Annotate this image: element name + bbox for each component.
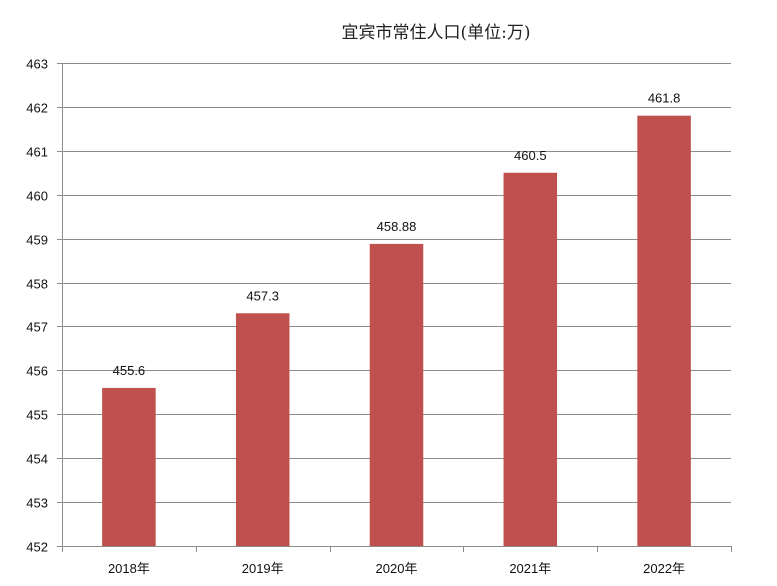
data-label: 455.6 — [113, 363, 146, 378]
bar — [637, 115, 691, 546]
bars — [102, 115, 691, 547]
y-tick-label: 453 — [26, 496, 48, 511]
bar — [235, 313, 290, 546]
x-tick-label: 2020年 — [376, 561, 418, 576]
y-tick-label: 455 — [26, 408, 48, 423]
data-label: 460.5 — [514, 148, 547, 163]
y-tick-label: 456 — [26, 364, 48, 379]
data-label: 458.88 — [377, 219, 417, 234]
y-tick-label: 461 — [26, 145, 48, 160]
chart-title: 宜宾市常住人口(单位:万) — [342, 23, 531, 43]
y-tick-label: 460 — [26, 189, 48, 204]
y-axis-ticks: 452 453 454 455 456 457 458 459 460 461 462 463 — [26, 57, 62, 555]
x-axis: 2018年 2019年 2020年 2021年 2022年 — [62, 63, 732, 576]
y-tick-label: 457 — [26, 320, 48, 335]
bar — [369, 243, 424, 546]
data-label: 461.8 — [648, 91, 681, 106]
x-tick-label: 2018年 — [108, 561, 150, 576]
data-labels: 455.6 457.3 458.88 460.5 461.8 — [113, 91, 681, 378]
bar — [102, 387, 156, 546]
x-tick-label: 2022年 — [643, 561, 685, 576]
y-tick-label: 462 — [26, 101, 48, 116]
y-tick-label: 463 — [26, 57, 48, 72]
y-tick-label: 458 — [26, 277, 48, 292]
x-tick-label: 2019年 — [242, 561, 284, 576]
x-tick-label: 2021年 — [509, 561, 551, 576]
y-tick-label: 452 — [26, 540, 48, 555]
y-tick-label: 459 — [26, 233, 48, 248]
data-label: 457.3 — [246, 288, 279, 303]
bar — [503, 172, 558, 547]
y-tick-label: 454 — [26, 452, 48, 467]
